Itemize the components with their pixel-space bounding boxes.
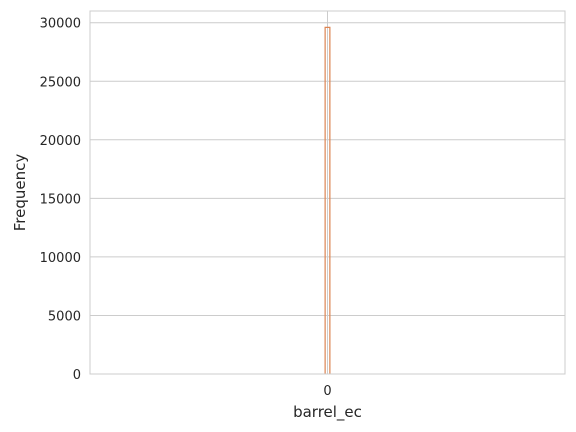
y-tick-label: 30000 [40,17,81,32]
tick-layer: 0 5000 10000 15000 20000 25000 30000 0 [40,17,332,399]
x-axis-label: barrel_ec [293,403,362,422]
y-tick-label: 20000 [40,134,81,149]
y-tick-label: 5000 [48,309,81,324]
x-tick-label: 0 [323,384,331,399]
spine-layer [89,10,566,375]
histogram-bar [324,26,331,374]
y-tick-label: 0 [73,368,81,383]
y-tick-label: 10000 [40,251,81,266]
bar-layer [324,26,331,374]
axes-frame [89,10,566,375]
y-tick-label: 25000 [40,75,81,90]
y-tick-label: 15000 [40,192,81,207]
grid-layer [90,11,565,375]
y-axis-label: Frequency [11,154,29,232]
